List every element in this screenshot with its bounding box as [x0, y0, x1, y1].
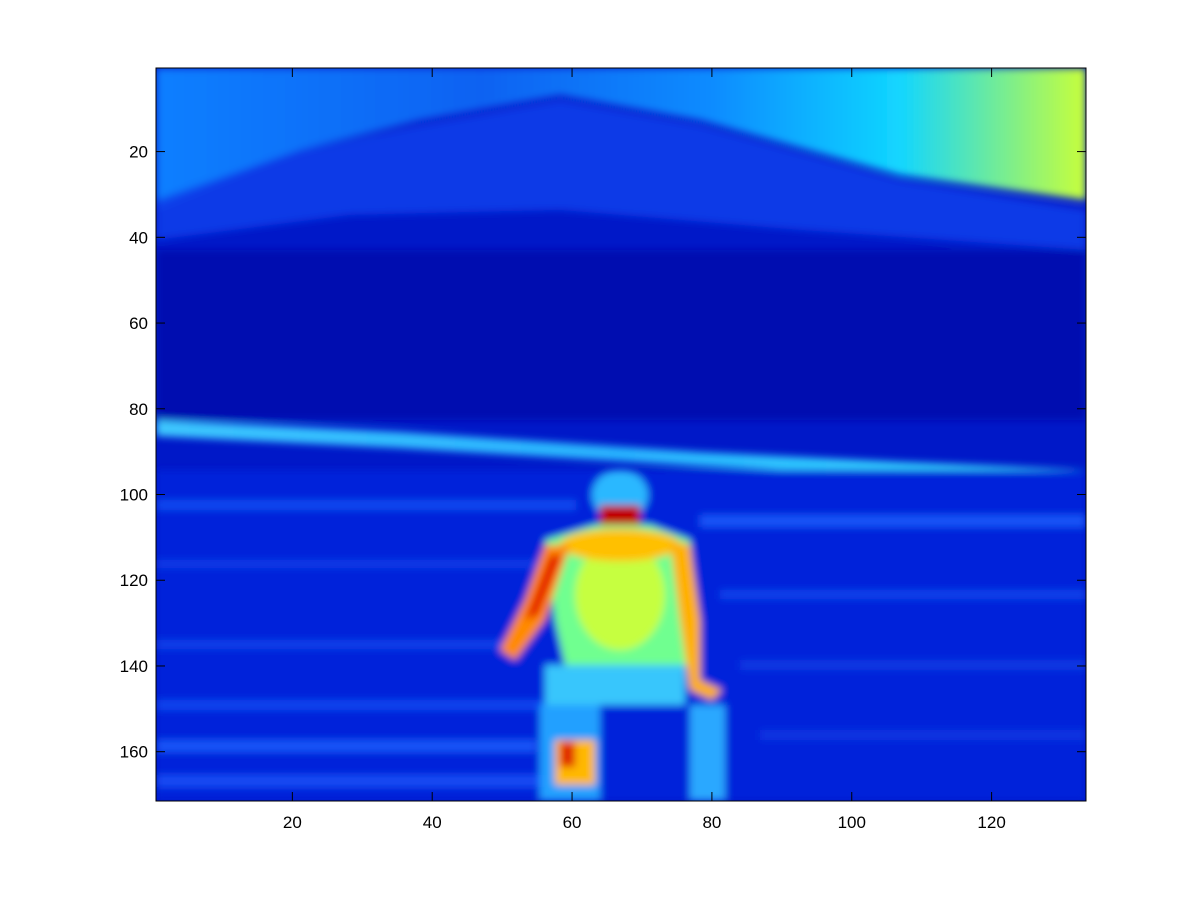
- heatmap-streak: [156, 775, 556, 787]
- heatmap-streak: [156, 700, 546, 710]
- tick-label: 140: [120, 657, 148, 676]
- tick-label: 40: [423, 813, 442, 832]
- heatmap-figure-foot-core: [560, 742, 575, 767]
- tick-label: 60: [563, 813, 582, 832]
- tick-label: 100: [120, 486, 148, 505]
- heatmap-streak: [740, 660, 1086, 670]
- tick-label: 80: [129, 400, 148, 419]
- tick-label: 40: [129, 228, 148, 247]
- tick-label: 20: [283, 813, 302, 832]
- tick-label: 120: [977, 813, 1005, 832]
- heatmap-streak: [700, 515, 1086, 527]
- heatmap-streak: [720, 590, 1086, 599]
- tick-label: 60: [129, 314, 148, 333]
- tick-label: 160: [120, 743, 148, 762]
- heatmap-figure-shoulders: [560, 529, 680, 561]
- tick-label: 80: [702, 813, 721, 832]
- heatmap-streak: [156, 500, 576, 510]
- heatmap-streak: [760, 730, 1086, 740]
- heatmap-streak: [156, 560, 536, 568]
- heatmap-dark-band: [156, 250, 1086, 420]
- heatmap-streak: [156, 640, 516, 649]
- heatmap-streak: [156, 740, 536, 752]
- heatmap-figure-waist: [545, 665, 685, 705]
- heatmap-figure-leg: [690, 705, 725, 801]
- tick-label: 100: [838, 813, 866, 832]
- tick-label: 120: [120, 571, 148, 590]
- tick-label: 20: [129, 143, 148, 162]
- plot-area: [156, 68, 1086, 801]
